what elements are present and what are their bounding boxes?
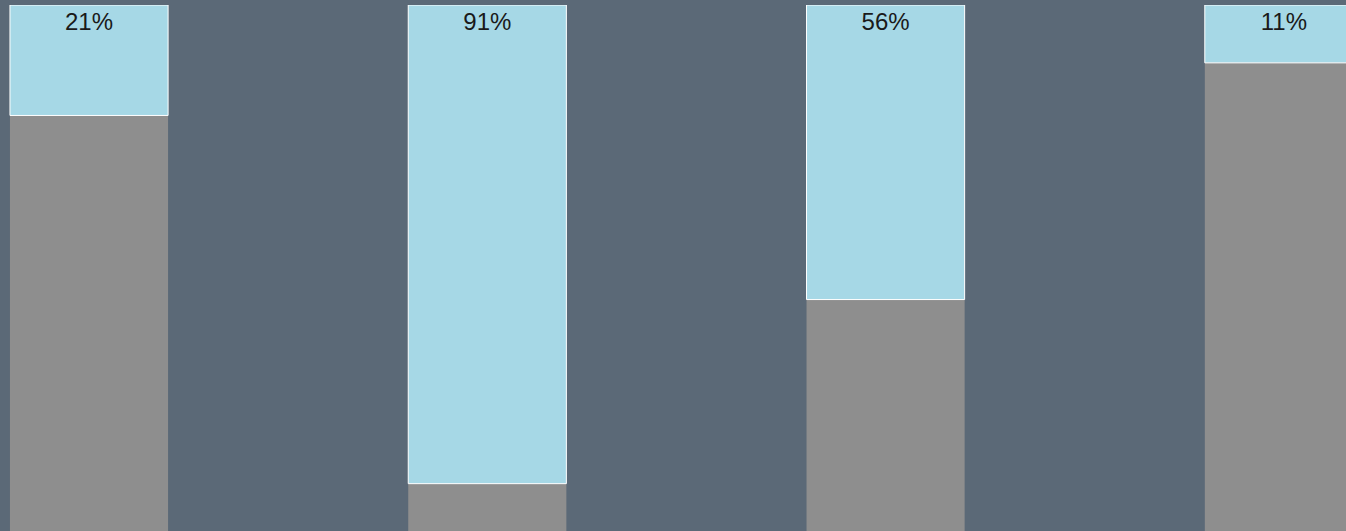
svg-text:11%: 11% [1261, 8, 1307, 35]
svg-text:56%: 56% [862, 8, 910, 35]
svg-text:91%: 91% [463, 8, 511, 35]
svg-text:21%: 21% [65, 8, 113, 35]
